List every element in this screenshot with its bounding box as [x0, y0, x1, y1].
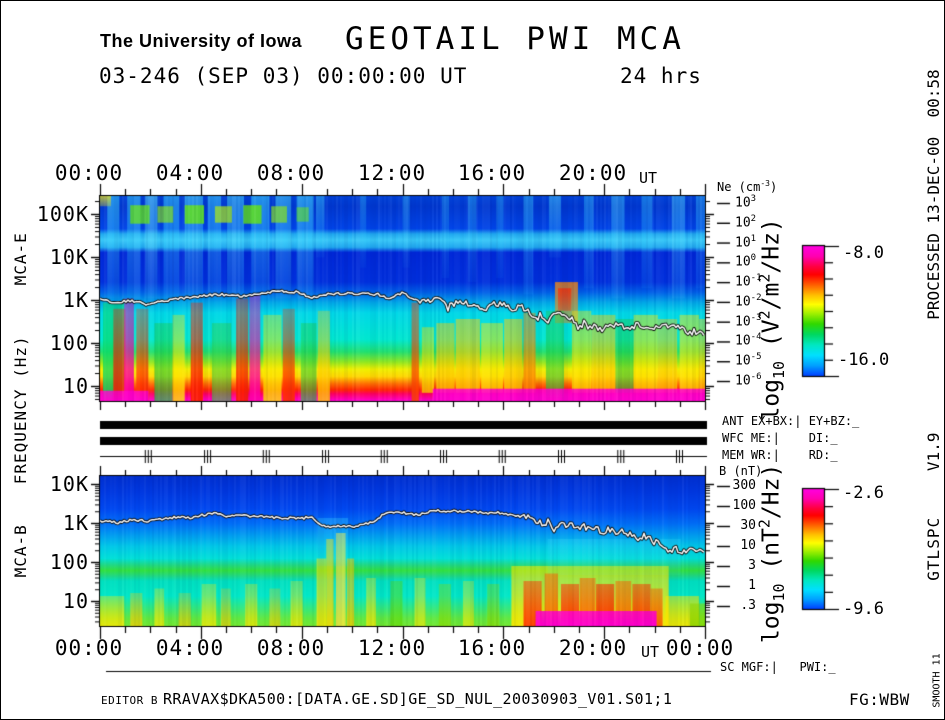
ne-tick-label: 10-2	[735, 292, 762, 310]
ne-tick-label: 10-5	[735, 352, 762, 369]
program-name: GTLSPC	[924, 516, 944, 581]
time-tick-label: 00:00	[54, 161, 124, 185]
frequency-tick-label: 10	[62, 374, 89, 398]
duration-label: 24 hrs	[620, 64, 702, 88]
colorbar-e-min-label: -16.0	[838, 350, 890, 370]
colorbar-e-max-label: -8.0	[843, 243, 884, 263]
frequency-tick-label: 100K	[36, 202, 89, 226]
b-tick-label: 3	[748, 558, 756, 573]
org-name: The University of Iowa	[100, 31, 303, 51]
fg-label: FG:WBW	[849, 690, 910, 709]
version-label: V1.9	[924, 432, 944, 472]
time-tick-label: 12:00	[357, 636, 427, 660]
ne-tick-label: 102	[735, 213, 757, 231]
editor-label: EDITOR B	[101, 694, 158, 707]
time-tick-label: 00:00	[54, 636, 124, 660]
ne-tick-label: 101	[735, 233, 757, 250]
colorbar-b-min-label: -9.6	[843, 599, 884, 619]
ne-axis-title: Ne (cm-3)	[717, 179, 778, 194]
frequency-tick-label: 10K	[49, 245, 89, 269]
b-tick-label: 300	[732, 478, 756, 493]
time-tick-label: 16:00	[457, 161, 527, 185]
ne-tick-label: 10-6	[735, 372, 762, 389]
colorbar-b-units-label: log10 (nT2/Hz)	[755, 463, 788, 644]
time-tick-label: 08:00	[256, 161, 326, 185]
ne-tick-label: 100	[735, 253, 757, 270]
frequency-tick-label: 10K	[49, 472, 89, 496]
date-line: 03-246 (SEP 03) 00:00:00 UT	[99, 64, 468, 88]
b-tick-label: 30	[740, 518, 756, 533]
time-tick-label: 12:00	[357, 161, 427, 185]
status-row-antenna: ANT EX+BX:| EY+BZ:_	[722, 414, 860, 428]
status-row-mem: MEM WR:| RD:_	[722, 448, 838, 462]
b-tick-label: 100	[732, 498, 756, 513]
data-file-path: RRAVAX$DKA500:[DATA.GE.SD]GE_SD_NUL_2003…	[163, 690, 673, 708]
time-tick-label: 20:00	[558, 636, 628, 660]
smooth-label: SMOOTH 11	[931, 653, 943, 708]
sc-mgf-pwi-status: SC MGF:| PWI:_	[720, 660, 836, 674]
time-tick-label: 08:00	[256, 636, 326, 660]
frequency-tick-label: 1K	[62, 511, 89, 535]
colorbar-b-max-label: -2.6	[843, 483, 884, 503]
b-tick-label: 1	[748, 578, 756, 593]
time-tick-label: 20:00	[558, 161, 628, 185]
b-tick-label: .3	[740, 598, 756, 613]
b-axis-title: B (nT)	[719, 464, 763, 478]
time-tick-label: 04:00	[155, 636, 225, 660]
time-tick-label-end: 00:00	[665, 636, 735, 660]
b-tick-label: 10	[740, 538, 756, 553]
bottom-ut-label: UT	[641, 643, 660, 661]
status-row-wfc: WFC ME:| DI:_	[722, 431, 838, 445]
processed-timestamp: PROCESSED 13-DEC-00 00:58	[924, 69, 944, 320]
time-tick-label: 16:00	[457, 636, 527, 660]
colorbar-e-units-label: log10 (V2/m2/Hz)	[755, 218, 788, 421]
ne-tick-label: 10-1	[735, 273, 762, 290]
frequency-tick-label: 10	[62, 589, 89, 613]
top-ut-label: UT	[639, 169, 658, 187]
frequency-tick-label: 100	[49, 331, 89, 355]
ne-tick-label: 10-4	[735, 332, 762, 349]
time-tick-label: 04:00	[155, 161, 225, 185]
frequency-tick-label: 100	[49, 550, 89, 574]
page-title: GEOTAIL PWI MCA	[345, 21, 685, 57]
ne-tick-label: 103	[735, 194, 757, 211]
frequency-tick-label: 1K	[62, 288, 89, 312]
ne-tick-label: 10-3	[735, 312, 762, 329]
